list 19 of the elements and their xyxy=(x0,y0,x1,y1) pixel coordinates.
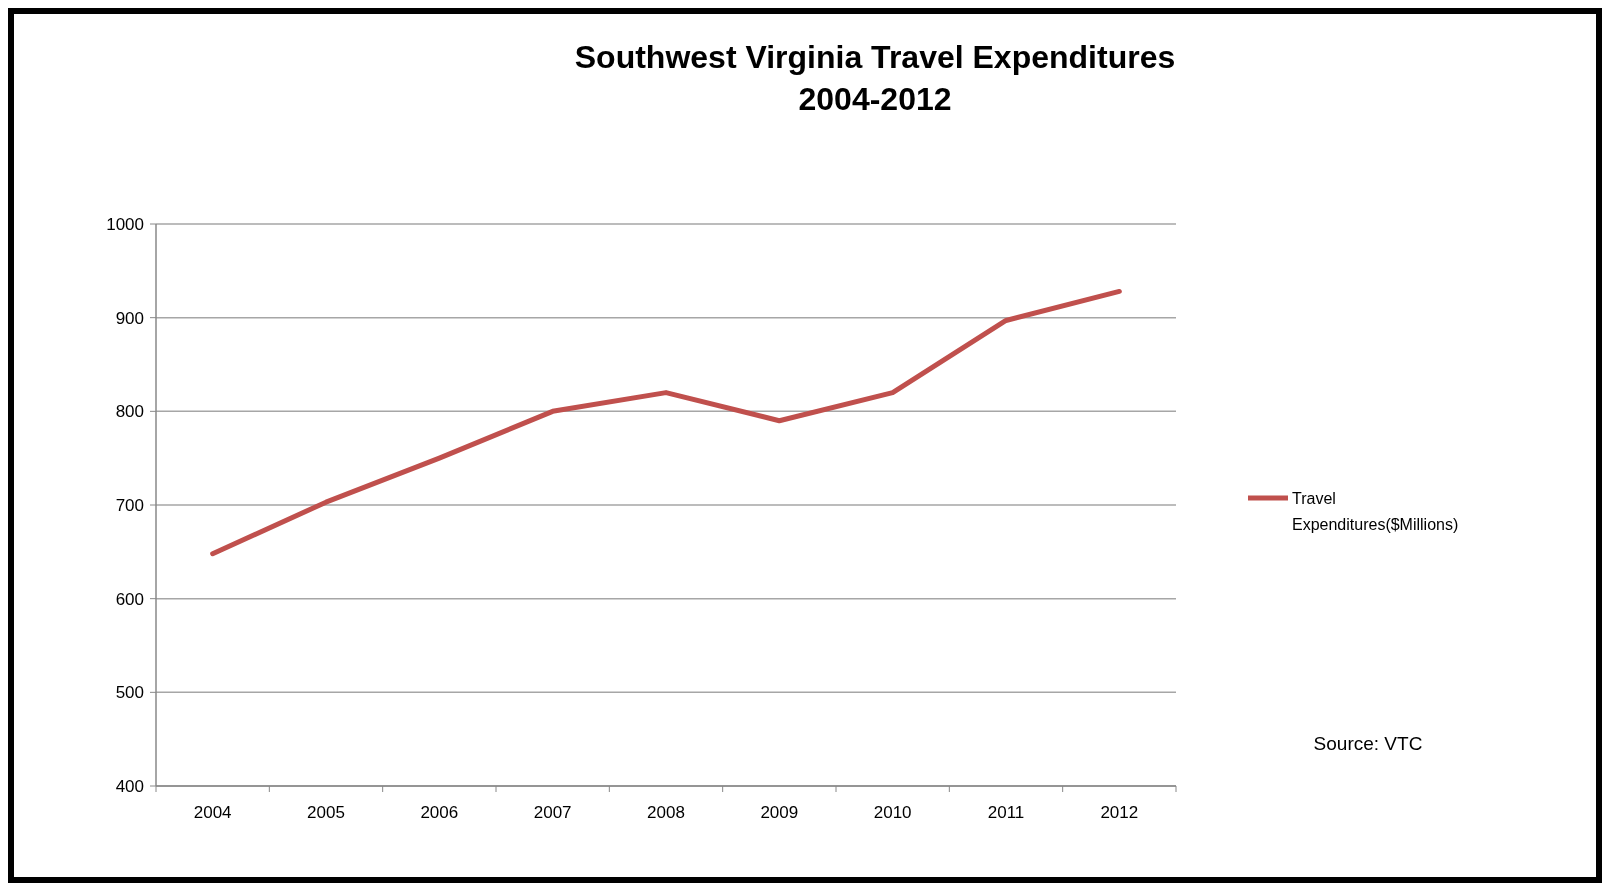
x-tick-label: 2009 xyxy=(760,803,799,822)
chart-title: Southwest Virginia Travel Expenditures 2004-2012 xyxy=(574,39,1176,117)
x-tick-label: 2008 xyxy=(647,803,685,822)
y-tick-label: 800 xyxy=(115,402,144,422)
y-tick-label: 900 xyxy=(115,308,144,328)
y-tick-label: 600 xyxy=(115,589,144,609)
y-tick-label: 500 xyxy=(115,683,144,703)
y-tick-label: 1000 xyxy=(106,215,144,234)
x-tick-label: 2007 xyxy=(533,803,572,822)
x-tick-label: 2012 xyxy=(1100,803,1139,822)
x-tick-label: 2011 xyxy=(987,803,1025,822)
source-note: Source: VTC xyxy=(1313,733,1423,754)
y-tick-label: 400 xyxy=(115,777,144,796)
x-tick-label: 2004 xyxy=(193,803,232,822)
y-tick-label: 700 xyxy=(115,496,144,515)
x-tick-label: 2006 xyxy=(420,803,459,822)
x-tick-label: 2005 xyxy=(307,803,345,822)
x-tick-label: 2010 xyxy=(873,803,912,822)
legend-label: Travel Expenditures($Millions) xyxy=(1292,490,1459,533)
